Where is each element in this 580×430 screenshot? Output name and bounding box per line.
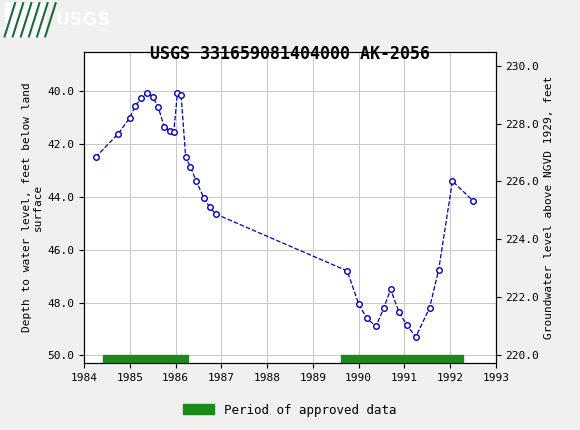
Text: USGS 331659081404000 AK-2056: USGS 331659081404000 AK-2056 (150, 45, 430, 63)
Text: USGS: USGS (55, 11, 110, 29)
Y-axis label: Depth to water level, feet below land
surface: Depth to water level, feet below land su… (21, 83, 44, 332)
Y-axis label: Groundwater level above NGVD 1929, feet: Groundwater level above NGVD 1929, feet (543, 76, 553, 339)
Bar (5, 3, 45, 37)
Legend: Period of approved data: Period of approved data (178, 399, 402, 421)
